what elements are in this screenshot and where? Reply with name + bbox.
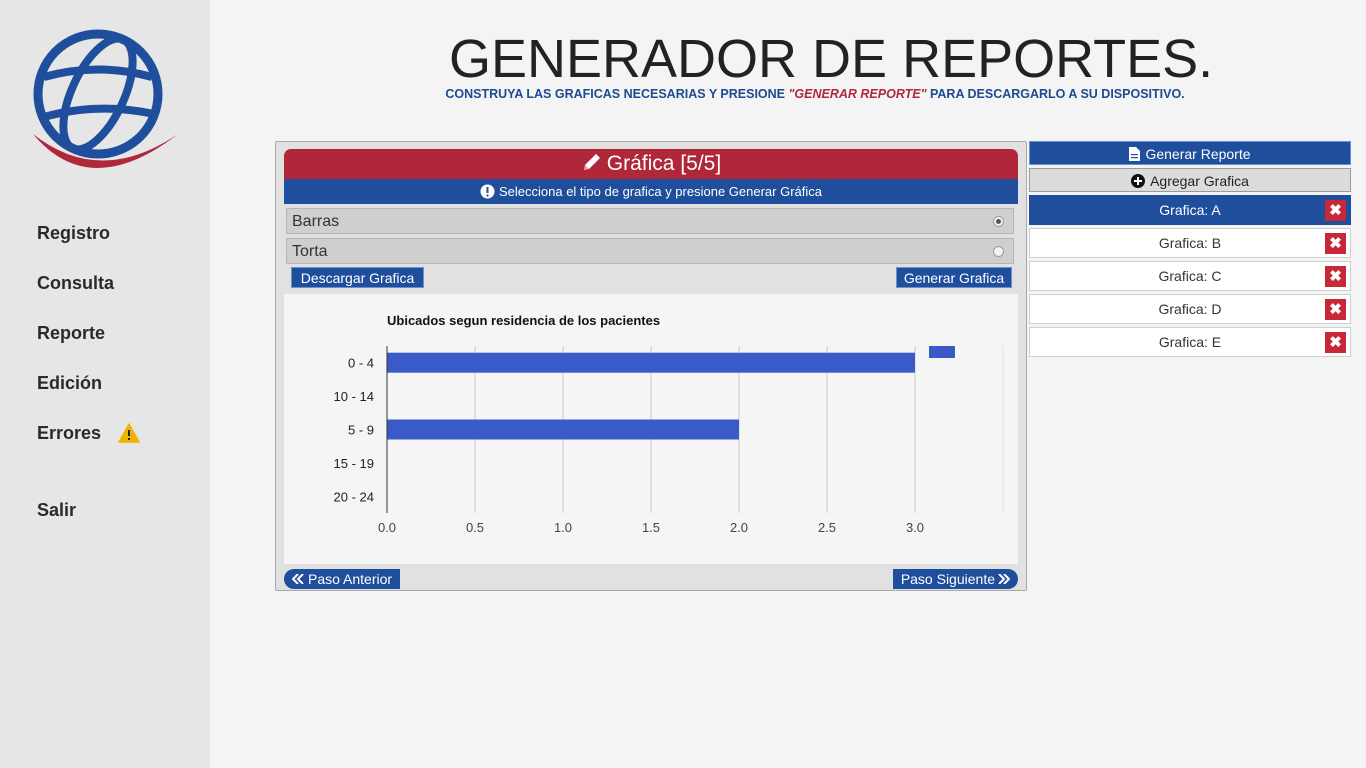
plus-circle-icon bbox=[1131, 174, 1146, 188]
nav-consulta[interactable]: Consulta bbox=[37, 273, 115, 293]
subtitle-post: PARA DESCARGARLO A SU DISPOSITIVO. bbox=[926, 87, 1185, 101]
panel-info-bar: Selecciona el tipo de grafica y presione… bbox=[284, 179, 1018, 204]
x-tick-label: 1.5 bbox=[642, 520, 660, 535]
subtitle-pre: CONSTRUYA LAS GRAFICAS NECESARIAS Y PRES… bbox=[445, 87, 789, 101]
generate-report-label: Generar Reporte bbox=[1145, 146, 1251, 162]
legend-swatch bbox=[929, 346, 955, 358]
chart-area: Ubicados segun residencia de los pacient… bbox=[284, 294, 1018, 564]
download-chart-button[interactable]: Descargar Grafica bbox=[291, 267, 424, 288]
chart-list-item-label: Grafica: A bbox=[1159, 202, 1221, 218]
x-tick-label: 2.0 bbox=[730, 520, 748, 535]
chart-list-item-label: Grafica: B bbox=[1158, 235, 1222, 251]
radio-barras[interactable] bbox=[993, 216, 1004, 227]
next-step-label: Paso Siguiente bbox=[900, 571, 995, 587]
pencil-icon bbox=[583, 154, 600, 170]
panel-info-text: Selecciona el tipo de grafica y presione… bbox=[498, 184, 822, 199]
y-tick-label: 20 - 24 bbox=[334, 489, 374, 504]
nav-registro[interactable]: Registro bbox=[37, 223, 111, 243]
delete-icon[interactable]: ✖ bbox=[1325, 332, 1346, 353]
y-tick-label: 0 - 4 bbox=[348, 356, 374, 371]
chart-builder-panel: Gráfica [5/5] Selecciona el tipo de graf… bbox=[275, 141, 1027, 591]
next-step-button[interactable]: Paso Siguiente bbox=[892, 569, 1018, 589]
x-tick-label: 3.0 bbox=[906, 520, 924, 535]
bar bbox=[387, 352, 915, 373]
chart-list-item-c[interactable]: Grafica: C ✖ bbox=[1029, 261, 1351, 291]
radio-torta[interactable] bbox=[993, 246, 1004, 257]
delete-icon[interactable]: ✖ bbox=[1325, 233, 1346, 254]
page-subtitle: CONSTRUYA LAS GRAFICAS NECESARIAS Y PRES… bbox=[400, 87, 1230, 101]
bar-chart: Ubicados segun residencia de los pacient… bbox=[334, 313, 1004, 535]
warning-icon bbox=[118, 423, 140, 443]
x-tick-label: 0.0 bbox=[378, 520, 396, 535]
nav-errores[interactable]: Errores bbox=[37, 423, 102, 443]
option-torta-label: Torta bbox=[292, 243, 328, 260]
chart-list-item-label: Grafica: E bbox=[1158, 334, 1222, 350]
chart-list-item-b[interactable]: Grafica: B ✖ bbox=[1029, 228, 1351, 258]
chart-title: Ubicados segun residencia de los pacient… bbox=[387, 313, 660, 328]
y-tick-label: 10 - 14 bbox=[334, 389, 374, 404]
bar bbox=[387, 419, 739, 440]
panel-header: Gráfica [5/5] bbox=[284, 149, 1018, 179]
x-tick-label: 0.5 bbox=[466, 520, 484, 535]
globe-logo bbox=[33, 29, 178, 168]
chart-list-item-d[interactable]: Grafica: D ✖ bbox=[1029, 294, 1351, 324]
nav-salir[interactable]: Salir bbox=[37, 500, 77, 520]
x-tick-label: 2.5 bbox=[818, 520, 836, 535]
delete-icon[interactable]: ✖ bbox=[1325, 299, 1346, 320]
nav-reporte[interactable]: Reporte bbox=[37, 323, 106, 343]
sidebar: Registro Consulta Reporte Edición Errore… bbox=[0, 0, 210, 768]
generate-chart-button[interactable]: Generar Grafica bbox=[896, 267, 1012, 288]
x-tick-label: 1.0 bbox=[554, 520, 572, 535]
panel-title: Gráfica [5/5] bbox=[606, 152, 722, 175]
add-chart-label: Agregar Grafica bbox=[1150, 173, 1249, 189]
double-chevron-left-icon bbox=[291, 573, 304, 585]
double-chevron-right-icon bbox=[998, 573, 1011, 585]
option-barras-label: Barras bbox=[292, 213, 340, 230]
delete-icon[interactable]: ✖ bbox=[1325, 266, 1346, 287]
prev-step-button[interactable]: Paso Anterior bbox=[284, 569, 401, 589]
page-title: GENERADOR DE REPORTES. bbox=[449, 29, 1214, 89]
subtitle-quote: "GENERAR REPORTE" bbox=[788, 87, 927, 101]
generate-report-button[interactable]: Generar Reporte bbox=[1029, 141, 1351, 165]
chart-list-item-e[interactable]: Grafica: E ✖ bbox=[1029, 327, 1351, 357]
add-chart-button[interactable]: Agregar Grafica bbox=[1029, 168, 1351, 192]
y-tick-label: 15 - 19 bbox=[334, 456, 374, 471]
chart-list-item-a[interactable]: Grafica: A ✖ bbox=[1029, 195, 1351, 225]
option-barras[interactable]: Barras bbox=[286, 208, 1014, 234]
option-torta[interactable]: Torta bbox=[286, 238, 1014, 264]
prev-step-label: Paso Anterior bbox=[308, 571, 393, 587]
document-icon bbox=[1129, 147, 1141, 161]
y-tick-label: 5 - 9 bbox=[348, 423, 374, 438]
nav-edicion[interactable]: Edición bbox=[37, 373, 103, 393]
chart-list-item-label: Grafica: D bbox=[1158, 301, 1222, 317]
exclamation-circle-icon bbox=[480, 184, 495, 199]
chart-list-item-label: Grafica: C bbox=[1158, 268, 1222, 284]
delete-icon[interactable]: ✖ bbox=[1325, 200, 1346, 221]
